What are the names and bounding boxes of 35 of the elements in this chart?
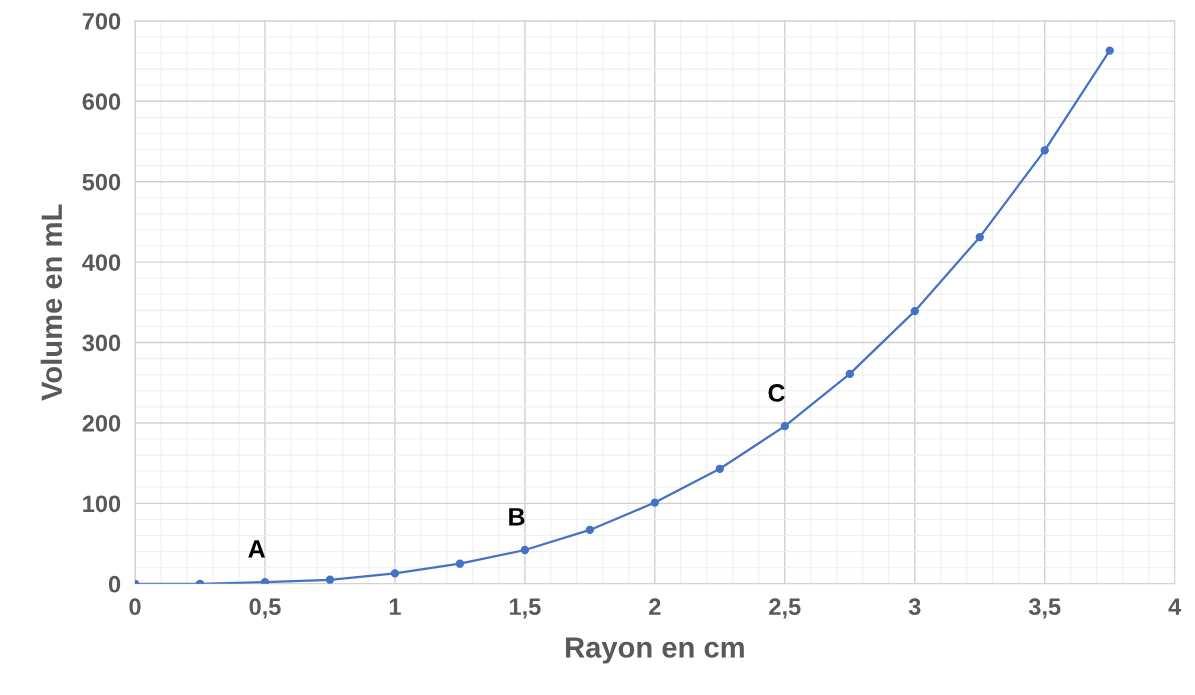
y-tick-label: 100	[83, 495, 121, 513]
annotation: A	[248, 540, 266, 558]
point	[1040, 146, 1049, 155]
x-tick-label: 1,5	[509, 598, 541, 619]
point	[585, 525, 595, 535]
y-tick-label: 200	[82, 415, 121, 432]
point	[845, 369, 854, 379]
y-tick-label: 700	[82, 12, 121, 30]
y-tick-label: 500	[82, 173, 121, 191]
point	[1105, 46, 1114, 55]
x-tick-label: 1	[389, 598, 401, 615]
point	[325, 575, 335, 584]
point	[520, 545, 530, 555]
x-axis-title: Rayon en cm	[566, 637, 744, 664]
annotation: B	[509, 508, 525, 526]
y-tick-label: 0	[108, 575, 121, 593]
point	[975, 233, 984, 242]
point	[715, 464, 725, 473]
x-tick-label: 2,5	[769, 598, 801, 619]
y-tick-label: 300	[82, 334, 121, 352]
point	[910, 307, 919, 316]
point	[455, 559, 465, 568]
y-axis-title: Volume en mL	[40, 204, 63, 401]
x-tick-label: 3	[908, 598, 921, 616]
x-tick-label: 3,5	[1028, 598, 1061, 619]
point	[650, 498, 660, 507]
x-tick-label: 4	[1168, 598, 1182, 615]
annotation: C	[768, 384, 785, 402]
y-tick-label: 400	[82, 254, 121, 271]
x-tick-label: 2	[649, 598, 661, 615]
point	[390, 569, 400, 578]
x-tick-label: 0,5	[249, 598, 281, 619]
point	[780, 422, 789, 431]
x-tick-label: 0	[129, 598, 141, 616]
y-tick-label: 600	[82, 93, 121, 111]
